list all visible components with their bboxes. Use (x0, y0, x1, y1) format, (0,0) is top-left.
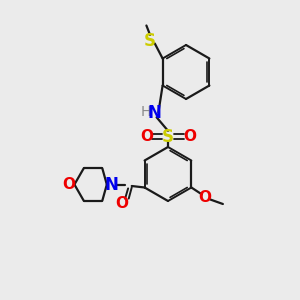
Text: O: O (183, 129, 196, 144)
Text: O: O (198, 190, 212, 206)
Text: S: S (144, 32, 156, 50)
Text: O: O (62, 177, 76, 192)
Text: H: H (140, 106, 151, 119)
Text: O: O (116, 196, 129, 211)
Text: O: O (140, 129, 153, 144)
Text: N: N (105, 176, 118, 194)
Text: N: N (148, 103, 161, 122)
Text: S: S (162, 128, 174, 146)
